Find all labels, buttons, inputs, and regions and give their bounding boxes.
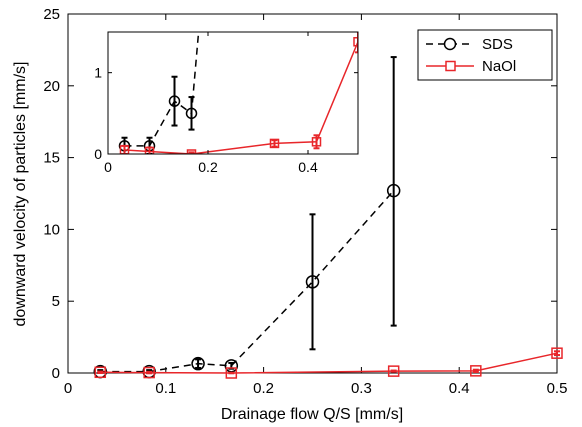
inset-x-tick-label: 0.2 — [198, 159, 218, 175]
y-tick-label: 20 — [43, 78, 60, 95]
x-tick-label: 0.2 — [253, 380, 274, 397]
data-point-sds — [386, 183, 401, 198]
series-line-naol — [100, 352, 558, 374]
y-tick-label: 0 — [52, 365, 60, 382]
data-point-sds — [191, 356, 205, 371]
data-point-naol — [387, 365, 400, 377]
data-point-naol — [353, 37, 358, 47]
inset-axes-frame — [107, 31, 359, 155]
series-line-sds — [124, 32, 200, 147]
legend-marker-sds — [443, 37, 457, 51]
x-tick-label: 0.4 — [449, 380, 470, 397]
data-point-naol — [551, 347, 563, 359]
y-tick-label: 10 — [43, 221, 60, 238]
data-point-sds — [305, 275, 320, 289]
data-point-naol — [143, 366, 155, 379]
data-point-naol — [144, 146, 155, 154]
inset-plot-area: 0 0.2 0.4 0 1 — [94, 31, 359, 175]
legend: SDS NaOl — [417, 29, 553, 81]
inset-y-tick-label: 0 — [94, 146, 102, 162]
data-point-sds — [168, 95, 181, 107]
y-tick-label: 15 — [43, 150, 60, 167]
x-tick-label: 0 — [64, 380, 72, 397]
x-tick-label: 0.5 — [547, 380, 568, 397]
x-axis-label: Drainage flow Q/S [mm/s] — [221, 406, 403, 423]
series-line-sds — [100, 190, 395, 373]
inset-y-tick-label: 1 — [94, 65, 102, 81]
legend-box — [417, 29, 553, 81]
data-point-sds — [185, 107, 198, 120]
y-axis-label: downward velocity of particles [mm/s] — [12, 62, 29, 327]
legend-label-sds: SDS — [482, 36, 513, 53]
inset-x-tick-label: 0.4 — [298, 159, 318, 175]
data-point-naol — [470, 365, 482, 377]
data-point-naol — [186, 149, 197, 154]
main-axes-frame — [67, 13, 558, 374]
y-tick-label: 5 — [52, 293, 60, 310]
x-tick-label: 0.3 — [351, 380, 372, 397]
legend-marker-naol — [445, 60, 456, 72]
legend-label-naol: NaOl — [482, 58, 516, 75]
data-point-naol — [311, 137, 322, 147]
data-point-naol — [225, 367, 238, 379]
inset-series-group — [118, 32, 358, 154]
inset-background — [108, 32, 358, 154]
y-tick-label: 25 — [43, 6, 60, 23]
data-point-naol — [94, 366, 107, 379]
x-tick-label: 0.1 — [155, 380, 176, 397]
inset-x-tick-label: 0 — [104, 159, 112, 175]
data-point-naol — [269, 138, 280, 149]
